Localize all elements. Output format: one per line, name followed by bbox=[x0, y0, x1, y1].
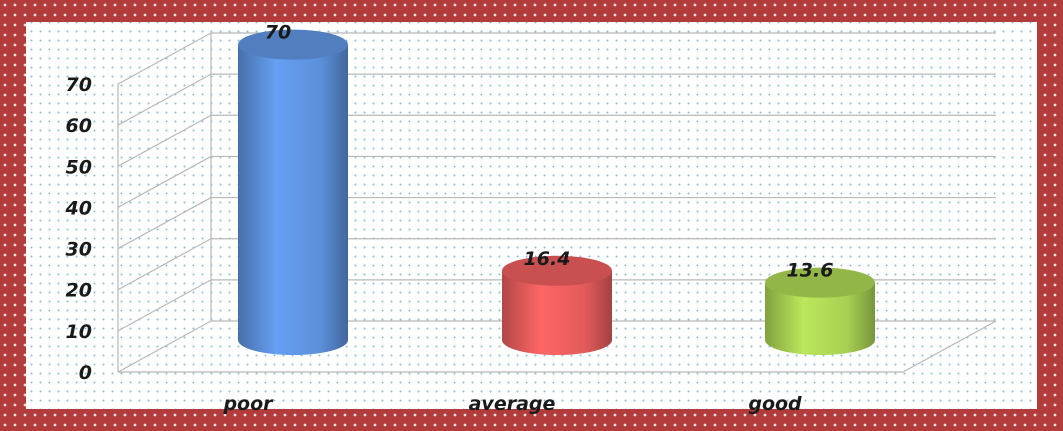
y-tick-label: 50 bbox=[66, 156, 92, 178]
x-tick-label: poor bbox=[222, 393, 274, 415]
floor-outline bbox=[118, 320, 997, 373]
data-label: 16.4 bbox=[524, 248, 571, 270]
gridline-diagonal bbox=[117, 197, 212, 250]
y-tick-label: 0 bbox=[79, 362, 92, 384]
bar-top bbox=[765, 267, 875, 298]
y-tick-label: 30 bbox=[66, 239, 92, 261]
bar-average bbox=[502, 255, 612, 355]
gridline-diagonal bbox=[117, 114, 212, 167]
y-tick-label: 20 bbox=[66, 280, 92, 302]
bar-good bbox=[765, 267, 875, 355]
y-axis: 0 10 20 30 40 50 60 70 bbox=[65, 33, 997, 384]
data-label: 13.6 bbox=[787, 260, 834, 282]
data-label: 70 bbox=[265, 22, 291, 44]
bar-top bbox=[502, 255, 612, 286]
x-tick-label: average bbox=[469, 393, 556, 415]
bars bbox=[238, 29, 875, 355]
x-tick-label: good bbox=[748, 393, 802, 415]
gridline-diagonal bbox=[117, 32, 212, 85]
bar-body bbox=[765, 282, 875, 355]
y-tick-label: 60 bbox=[66, 115, 92, 137]
bar-body bbox=[502, 270, 612, 355]
bar-top bbox=[238, 29, 348, 60]
gridline-diagonal bbox=[117, 73, 212, 126]
labels: 70 poor 16.4 average 13.6 good bbox=[222, 22, 833, 415]
y-tick-label: 70 bbox=[66, 74, 92, 96]
gridline-diagonal bbox=[117, 320, 212, 373]
y-tick-label: 40 bbox=[65, 197, 92, 219]
bar-body bbox=[238, 44, 348, 355]
gridline-diagonal bbox=[117, 279, 212, 332]
gridline-diagonal bbox=[117, 238, 212, 291]
bar-poor bbox=[238, 29, 348, 355]
y-tick-label: 10 bbox=[66, 321, 92, 343]
gridline-diagonal bbox=[117, 155, 212, 208]
